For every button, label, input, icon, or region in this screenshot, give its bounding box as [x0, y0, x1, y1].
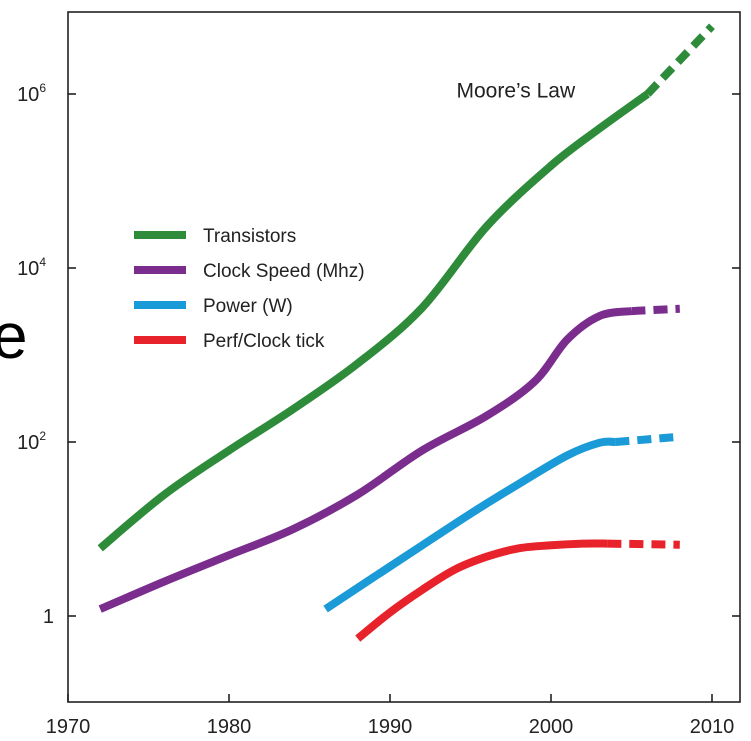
- series-projection-power-w: [615, 432, 681, 446]
- x-tick-label-2010: 2010: [690, 716, 735, 738]
- series-line-transistors: [97, 90, 650, 552]
- series-clock-speed-mhz: [98, 304, 680, 613]
- series-perf-clock-tick: [355, 539, 680, 642]
- series-line-perf-clock-tick: [355, 539, 608, 642]
- series-layer: [97, 23, 715, 642]
- legend-label-power-w: Power (W): [203, 296, 293, 317]
- series-projection-clock-speed-mhz: [631, 304, 680, 316]
- y-tick-label-10-4: 104: [17, 255, 46, 280]
- legend-label-transistors: Transistors: [203, 226, 296, 247]
- ticks-layer: 1970 1980 1990 2000 2010 1 102 104 106: [17, 81, 740, 738]
- legend: Transistors Clock Speed (Mhz) Power (W) Per…: [134, 226, 365, 352]
- series-transistors: [97, 23, 715, 552]
- legend-label-perf-clock-tick: Perf/Clock tick: [203, 331, 325, 352]
- x-tick-label-1980: 1980: [207, 716, 252, 738]
- moores-law-annotation: Moore’s Law: [456, 79, 576, 102]
- y-tick-label-1: 1: [43, 606, 54, 628]
- x-tick-label-2000: 2000: [529, 716, 574, 738]
- series-projection-perf-clock-tick: [607, 539, 680, 549]
- x-tick-label-1990: 1990: [368, 716, 413, 738]
- series-projection-transistors: [644, 23, 715, 97]
- plot-frame: [67, 11, 741, 703]
- series-line-clock-speed-mhz: [98, 307, 633, 613]
- x-tick-label-1970: 1970: [46, 716, 91, 738]
- y-tick-label-10-2: 102: [17, 429, 46, 454]
- edge-glyph: e: [0, 300, 28, 372]
- y-tick-label-10-6: 106: [17, 81, 46, 106]
- series-power-w: [323, 432, 681, 613]
- series-line-power-w: [323, 437, 616, 613]
- legend-label-clock-speed-mhz: Clock Speed (Mhz): [203, 261, 365, 282]
